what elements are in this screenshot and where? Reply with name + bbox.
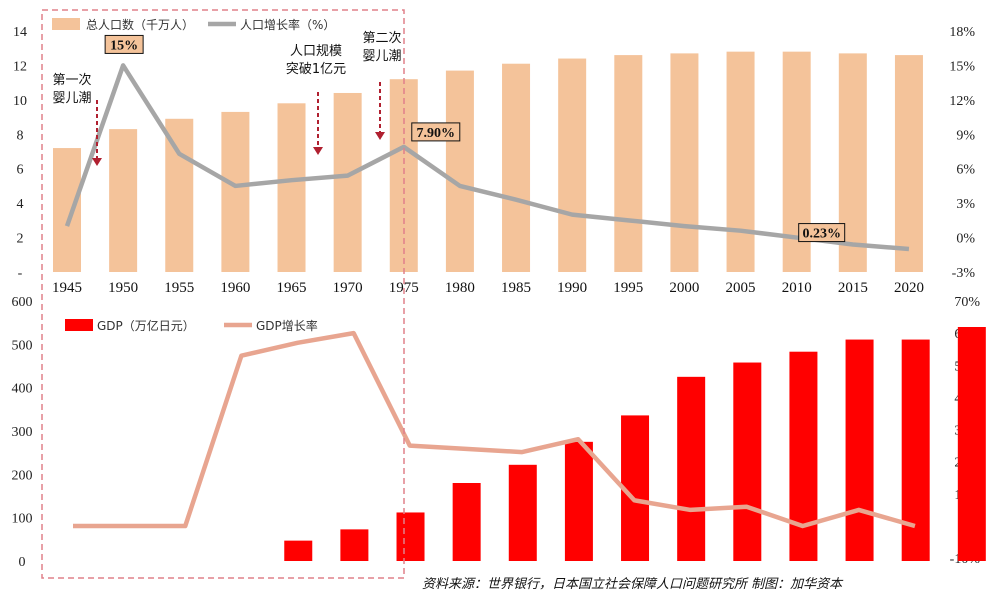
legend-gdp-swatch xyxy=(65,319,93,331)
x-axis-tick: 2020 xyxy=(894,280,924,296)
gdp-bar xyxy=(789,351,818,561)
annotation-arrow-head xyxy=(313,147,323,155)
annotation-text: 婴儿潮 xyxy=(362,49,401,64)
left-axis-tick: 200 xyxy=(12,468,33,483)
annotation-arrow-head xyxy=(92,158,102,166)
right-axis-tick: 15% xyxy=(949,59,975,74)
x-axis-tick: 1985 xyxy=(501,280,531,296)
gdp-bar xyxy=(901,339,930,561)
point-label-text: 7.90% xyxy=(417,126,456,141)
x-axis-tick: 2010 xyxy=(782,280,812,296)
annotation-arrow-head xyxy=(375,132,385,140)
population-bar xyxy=(614,55,643,272)
right-axis-tick: 9% xyxy=(956,128,975,143)
x-axis-tick: 1980 xyxy=(445,280,475,296)
annotation-text: 婴儿潮 xyxy=(52,91,91,106)
left-axis-tick: 2 xyxy=(17,232,24,247)
annotation-text: 人口规模 xyxy=(290,44,342,59)
right-axis-tick: -3% xyxy=(952,266,976,281)
left-axis-tick: 10 xyxy=(13,94,27,109)
left-axis-tick: - xyxy=(18,266,23,281)
point-label-box xyxy=(104,34,144,54)
x-axis-tick: 2015 xyxy=(838,280,868,296)
right-axis-tick: 3% xyxy=(956,197,975,212)
left-axis-tick: 12 xyxy=(13,59,27,74)
legend-population-label: 总人口数（千万人） xyxy=(86,17,194,32)
legend-population-swatch xyxy=(52,18,80,30)
left-axis-tick: 300 xyxy=(12,425,33,440)
right-axis-tick: 18% xyxy=(949,25,975,40)
legend-growth-label: 人口增长率（%） xyxy=(240,17,335,32)
point-label-text: 0.23% xyxy=(802,227,841,242)
x-axis-tick: 1945 xyxy=(52,280,82,296)
right-axis-tick: 6% xyxy=(956,163,975,178)
x-axis-tick: 1970 xyxy=(333,280,363,296)
top-panel: - 2 4 6 8 10 12 14 -3% 0% 3% 6% 9% 12% 15% 18% 1945 1950 1… xyxy=(13,17,975,296)
gdp-bar xyxy=(957,327,986,561)
left-axis-tick: 6 xyxy=(17,163,24,178)
x-axis-tick: 1960 xyxy=(220,280,250,296)
population-bar xyxy=(221,111,250,273)
x-axis-tick: 1965 xyxy=(277,280,307,296)
gdp-bar xyxy=(845,339,874,561)
population-bar xyxy=(277,103,306,272)
right-axis-tick: 70% xyxy=(954,295,980,310)
gdp-bar xyxy=(340,529,369,561)
x-axis-tick: 2000 xyxy=(669,280,699,296)
gdp-bar xyxy=(677,376,706,561)
gdp-bar xyxy=(452,483,481,561)
left-axis-tick: 4 xyxy=(17,197,24,212)
gdp-bar xyxy=(508,464,537,561)
x-axis-tick: 1990 xyxy=(557,280,587,296)
left-axis-tick: 500 xyxy=(12,338,33,353)
population-bar xyxy=(333,92,362,272)
population-bar xyxy=(558,58,587,272)
left-axis-tick: 400 xyxy=(12,382,33,397)
highlight-box xyxy=(41,9,405,579)
source-note: 资料来源：世界银行，日本国立社会保障人口问题研究所 制图：加华资本 xyxy=(422,576,844,592)
population-bar xyxy=(445,70,474,272)
population-bar xyxy=(726,51,755,273)
point-label-box xyxy=(798,223,846,243)
x-axis-tick: 1950 xyxy=(108,280,138,296)
bottom-panel: 0100200300400500600-10%0%10%20%30%40%50%… xyxy=(12,295,986,570)
right-axis-tick: 0% xyxy=(956,232,975,247)
annotation-text: 突破1亿元 xyxy=(286,61,346,77)
population-bar xyxy=(53,148,81,272)
x-axis-tick: 2005 xyxy=(726,280,756,296)
gdp-bar xyxy=(396,512,425,561)
population-bar xyxy=(109,129,138,272)
left-axis-tick: 100 xyxy=(12,512,33,527)
legend-gdp-growth-label: GDP增长率 xyxy=(256,318,318,333)
population-bar xyxy=(165,118,194,273)
gdp-growth-line xyxy=(73,330,916,529)
left-axis-tick: 8 xyxy=(17,128,24,143)
population-bar xyxy=(670,53,699,272)
gdp-bar xyxy=(284,540,313,561)
legend-gdp-label: GDP（万亿日元） xyxy=(97,318,195,333)
gdp-bar xyxy=(733,362,762,561)
gdp-bar xyxy=(564,441,593,561)
point-label-text: 15% xyxy=(110,38,138,53)
annotation-text: 第二次 xyxy=(362,30,401,46)
point-label-box xyxy=(411,122,461,142)
right-axis-tick: 12% xyxy=(949,94,975,109)
left-axis-tick: 14 xyxy=(13,25,27,40)
left-axis-tick: 600 xyxy=(12,295,33,310)
population-bar xyxy=(502,63,531,273)
population-bar xyxy=(894,55,923,272)
x-axis-tick: 1955 xyxy=(164,280,194,296)
annotation-text: 第一次 xyxy=(52,72,91,88)
left-axis-tick: 0 xyxy=(19,555,26,570)
growth-rate-line xyxy=(64,63,910,252)
x-axis-tick: 1995 xyxy=(613,280,643,296)
